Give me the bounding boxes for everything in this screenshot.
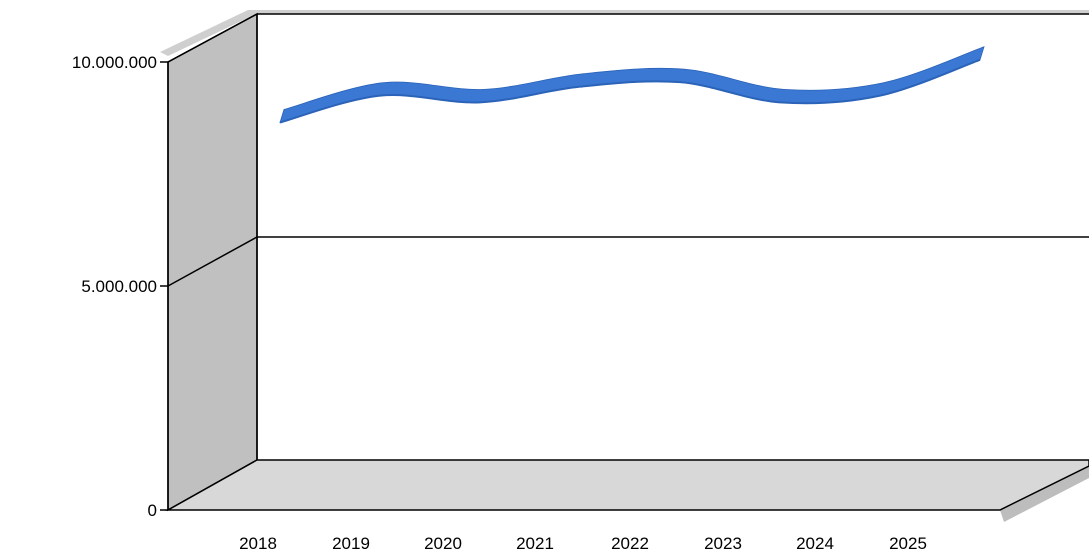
floor [165, 459, 1089, 511]
x-tick-label: 2023 [704, 534, 742, 553]
floor-shadow [1000, 466, 1089, 522]
gridlines [167, 13, 1089, 287]
gridline-side [167, 13, 258, 63]
y-tick-label: 0 [148, 501, 157, 520]
x-tick-label: 2020 [424, 534, 462, 553]
gridline-side [167, 236, 258, 287]
series-line [279, 46, 985, 124]
chart-frame [160, 10, 1089, 522]
series-line-edge [279, 58, 981, 124]
y-tick-label: 5.000.000 [81, 277, 157, 296]
x-tick-label: 2022 [611, 534, 649, 553]
x-tick-label: 2025 [889, 534, 927, 553]
y-axis-ticks: 0 5.000.000 10.000.000 [72, 53, 168, 520]
series-ribbon [279, 46, 985, 124]
x-tick-label: 2019 [332, 534, 370, 553]
x-tick-label: 2018 [239, 534, 277, 553]
x-axis-ticks: 2018 2019 2020 2021 2022 2023 2024 2025 [239, 534, 927, 553]
x-tick-label: 2024 [796, 534, 834, 553]
x-tick-label: 2021 [516, 534, 554, 553]
y-tick-label: 10.000.000 [72, 53, 157, 72]
top-wall-shadow [160, 10, 1089, 56]
